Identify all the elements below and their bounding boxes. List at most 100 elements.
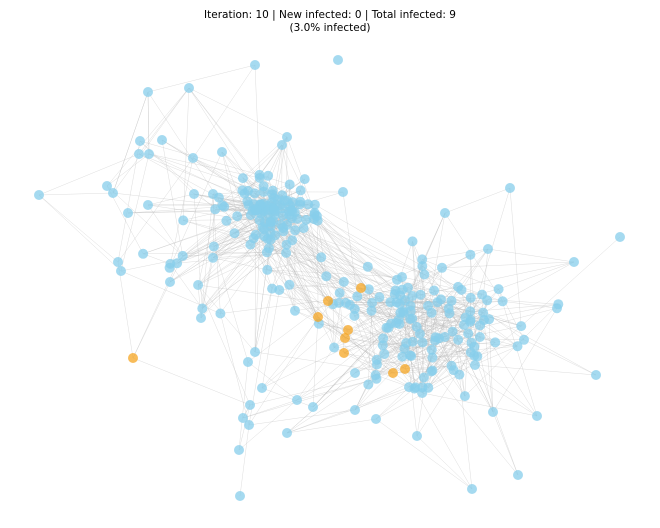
edge — [521, 236, 621, 327]
edge — [197, 284, 256, 353]
node — [210, 204, 221, 215]
edge — [354, 313, 450, 411]
node — [553, 299, 564, 310]
node — [446, 295, 457, 306]
node — [439, 332, 450, 342]
edge — [428, 288, 499, 388]
edge — [281, 144, 290, 185]
node — [250, 347, 260, 357]
edge — [138, 87, 190, 155]
title-line: Iteration: 10 | New infected: 0 | Total … — [204, 9, 456, 21]
edge — [38, 192, 114, 196]
node — [267, 185, 278, 196]
edge — [502, 301, 558, 309]
node — [440, 208, 450, 218]
infected-node — [313, 312, 323, 322]
edge — [139, 140, 260, 176]
node — [248, 199, 259, 210]
node — [333, 55, 343, 65]
edge — [392, 371, 432, 374]
edge — [247, 292, 340, 363]
edge — [170, 263, 203, 309]
edge — [117, 140, 141, 263]
edge — [294, 230, 403, 290]
edge — [487, 248, 575, 263]
node — [234, 445, 244, 455]
edge — [38, 194, 122, 272]
node — [516, 321, 527, 332]
node — [303, 199, 314, 210]
edge — [286, 356, 403, 434]
edge — [422, 392, 538, 417]
node — [258, 181, 269, 192]
edge — [197, 284, 251, 406]
edge — [343, 313, 450, 354]
edge — [117, 157, 194, 263]
node — [299, 174, 310, 185]
node — [237, 173, 248, 184]
node — [329, 342, 340, 353]
node — [232, 211, 243, 222]
node — [290, 225, 301, 236]
edge — [408, 339, 459, 388]
node — [488, 407, 498, 417]
edge — [422, 342, 496, 394]
node — [427, 352, 438, 363]
edge — [492, 308, 558, 413]
node — [478, 307, 489, 318]
node — [217, 147, 227, 157]
edge — [422, 265, 525, 341]
edge — [112, 192, 223, 206]
node — [444, 308, 455, 319]
edge — [344, 311, 404, 339]
node — [497, 296, 508, 307]
node — [448, 365, 459, 376]
node — [569, 257, 579, 267]
node — [284, 279, 295, 290]
edge — [291, 240, 349, 331]
edge — [458, 261, 575, 288]
edge — [428, 365, 452, 388]
node — [407, 291, 418, 301]
edge — [354, 371, 432, 411]
edge — [147, 204, 183, 257]
node — [279, 195, 290, 206]
edge — [212, 252, 287, 259]
edge — [261, 327, 387, 389]
edge — [176, 219, 260, 264]
node — [334, 288, 345, 298]
edge — [314, 214, 425, 275]
node — [138, 248, 149, 259]
edge — [296, 347, 335, 401]
node — [371, 354, 382, 365]
edge — [498, 289, 538, 417]
node — [250, 60, 260, 70]
node — [430, 332, 441, 343]
edge — [396, 279, 522, 327]
node — [254, 172, 265, 183]
edge — [414, 388, 473, 490]
edge — [285, 252, 320, 324]
edge — [238, 399, 298, 451]
edge — [106, 185, 183, 257]
node — [395, 290, 406, 301]
node — [208, 241, 219, 252]
node — [157, 135, 167, 145]
node — [188, 153, 198, 163]
node — [426, 344, 437, 355]
infected-node — [339, 348, 349, 358]
node — [269, 204, 280, 215]
node — [257, 222, 268, 233]
edge — [161, 139, 282, 209]
edge — [215, 144, 283, 210]
edge — [289, 284, 346, 339]
node — [513, 470, 523, 480]
infected-node — [323, 296, 333, 306]
node — [338, 187, 348, 197]
node — [270, 230, 281, 241]
node — [250, 229, 261, 240]
node — [189, 189, 199, 199]
edge — [147, 203, 261, 206]
node — [261, 247, 272, 258]
node — [102, 181, 112, 191]
